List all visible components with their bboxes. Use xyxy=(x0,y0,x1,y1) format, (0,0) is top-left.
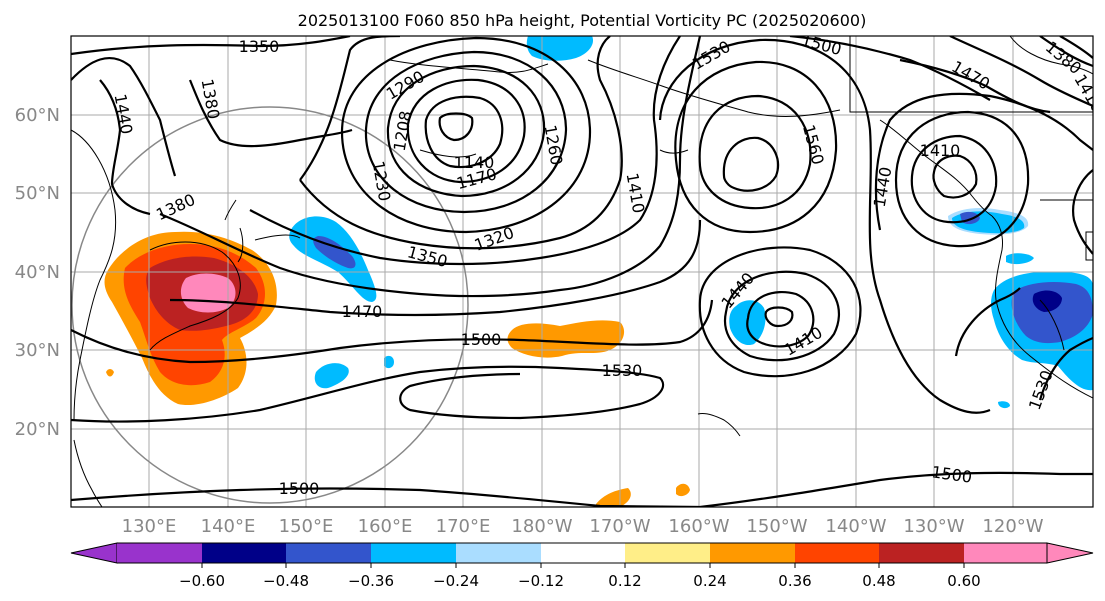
lon-label: 130°E xyxy=(122,516,177,537)
pv-blob-tiny-blue xyxy=(384,355,394,369)
contour-label: 1500 xyxy=(279,479,320,498)
colorbar-tick-label: −0.12 xyxy=(518,572,564,590)
lon-label: 170°W xyxy=(589,516,650,537)
map-border xyxy=(70,35,1094,508)
lon-label: 160°E xyxy=(358,516,413,537)
colorbar-segment xyxy=(879,543,964,563)
lat-label: 30°N xyxy=(15,340,60,361)
colorbar-tick-label: 0.24 xyxy=(693,572,726,590)
pv-blob-bottom-orange-small xyxy=(676,483,690,497)
coastlines xyxy=(71,36,1093,507)
colorbar-segment xyxy=(625,543,710,563)
colorbar-segment xyxy=(964,543,1047,563)
lat-label: 20°N xyxy=(15,419,60,440)
figure-title: 2025013100 F060 850 hPa height, Potentia… xyxy=(298,11,867,30)
colorbar-tick-label: −0.24 xyxy=(433,572,479,590)
colorbar-segment xyxy=(710,543,795,563)
pv-blob-small-blue xyxy=(314,363,349,389)
lon-label: 140°E xyxy=(201,516,256,537)
pv-blob-baja-blue xyxy=(998,401,1010,409)
pv-blob-bottom-orange xyxy=(596,488,631,507)
lon-label: 170°E xyxy=(436,516,491,537)
height-contours xyxy=(71,36,1093,507)
contour-label: 1530 xyxy=(602,361,643,380)
lon-label: 150°E xyxy=(279,516,334,537)
contour-label: 1140 xyxy=(454,153,495,172)
contour-label: 1470 xyxy=(342,302,383,321)
contour-label: 1500 xyxy=(461,330,502,349)
lat-label: 50°N xyxy=(15,183,60,204)
lon-label: 130°W xyxy=(903,516,964,537)
lon-label: 120°W xyxy=(982,516,1043,537)
contour-label: 1410 xyxy=(920,141,961,160)
colorbar-left-arrow xyxy=(70,542,118,564)
lon-label: 140°W xyxy=(825,516,886,537)
lat-label: 60°N xyxy=(15,105,60,126)
lon-label: 150°W xyxy=(746,516,807,537)
colorbar-segment xyxy=(456,543,541,563)
pv-blob-kuril-royal xyxy=(313,236,356,269)
colorbar-tick-label: 0.36 xyxy=(778,572,811,590)
colorbar-tick-label: −0.60 xyxy=(179,572,225,590)
colorbar-segment xyxy=(371,543,456,563)
pv-blob-midpac-orange xyxy=(507,320,625,358)
colorbar-tick-label: −0.36 xyxy=(348,572,394,590)
colorbar-tick-label: 0.12 xyxy=(608,572,641,590)
range-circle xyxy=(71,106,469,504)
pv-shading xyxy=(104,36,1093,507)
lon-label: 180°W xyxy=(511,516,572,537)
colorbar-right-arrow xyxy=(1046,542,1094,564)
colorbar-ticks xyxy=(201,563,965,568)
colorbar-tick-labels: −0.60 −0.48 −0.36 −0.24 −0.12 0.12 0.24 … xyxy=(179,572,981,590)
colorbar: −0.60 −0.48 −0.36 −0.24 −0.12 0.12 0.24 … xyxy=(70,542,1094,590)
longitude-labels: 130°E 140°E 150°E 160°E 170°E 180°W 170°… xyxy=(122,516,1044,537)
colorbar-tick-label: −0.48 xyxy=(263,572,309,590)
colorbar-segment xyxy=(202,543,286,563)
pv-blob-california-royal xyxy=(1011,282,1093,344)
colorbar-segment xyxy=(541,543,625,563)
latitude-labels: 60°N 50°N 40°N 30°N 20°N xyxy=(15,105,60,440)
lat-label: 40°N xyxy=(15,262,60,283)
colorbar-segment xyxy=(286,543,371,563)
colorbar-tick-label: 0.48 xyxy=(862,572,895,590)
contour-label: 1350 xyxy=(239,37,280,56)
colorbar-segment xyxy=(117,543,202,563)
pv-blob-japan-pink xyxy=(180,273,236,313)
map-panel: 1350 1440 1380 1290 1208 1230 1140 1170 … xyxy=(70,35,1094,508)
colorbar-segment xyxy=(795,543,879,563)
lon-label: 160°W xyxy=(668,516,729,537)
gridlines xyxy=(71,36,1093,507)
pv-blob-small-orange xyxy=(106,369,114,377)
colorbar-tick-label: 0.60 xyxy=(947,572,980,590)
pv-blob-california-navy xyxy=(1032,290,1062,312)
